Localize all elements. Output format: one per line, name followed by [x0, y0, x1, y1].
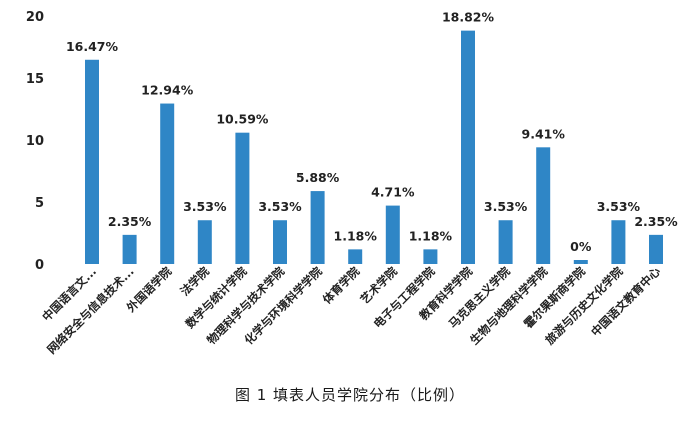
bar: [536, 147, 551, 264]
bar: [423, 249, 438, 264]
y-tick-label: 0: [35, 258, 44, 273]
y-tick-label: 10: [26, 134, 44, 149]
data-label: 3.53%: [484, 199, 528, 214]
data-label: 2.35%: [634, 214, 678, 229]
bar: [273, 220, 287, 264]
bar: [573, 260, 588, 264]
y-tick-label: 20: [26, 10, 44, 25]
bar: [197, 220, 212, 264]
data-label: 5.88%: [296, 170, 340, 185]
data-label: 3.53%: [597, 199, 641, 214]
y-axis: 0 5 10 15 20: [26, 10, 44, 273]
bar: [348, 249, 363, 264]
data-label: 18.82%: [442, 10, 495, 25]
data-label: 0%: [570, 239, 592, 254]
bar: [85, 59, 99, 264]
data-label: 12.94%: [141, 83, 194, 98]
bar: [160, 103, 175, 264]
data-label: 1.18%: [409, 228, 453, 243]
bar: [122, 234, 137, 264]
bar-chart: 0 5 10 15 20 16.47% 2.35% 12.94% 3.53% 10.59% 3.5…: [26, 10, 678, 357]
data-label: 9.41%: [522, 126, 566, 141]
data-label: 10.59%: [216, 112, 269, 127]
bars: [85, 30, 663, 264]
bar: [310, 191, 325, 264]
x-axis-labels: 中国语言文...网络安全与信息技术...外国语学院 法学院数学与统计学院物理科学与…: [39, 264, 663, 357]
data-label: 2.35%: [108, 214, 152, 229]
y-tick-label: 15: [26, 72, 44, 87]
figure-caption: 图 1 填表人员学院分布（比例）: [234, 386, 466, 404]
x-tick-label: 法学院: [178, 264, 213, 299]
bar: [611, 220, 626, 264]
data-label: 3.53%: [258, 199, 302, 214]
bar: [461, 30, 475, 264]
bar: [498, 220, 513, 264]
bar: [649, 234, 663, 264]
data-label: 3.53%: [183, 199, 227, 214]
y-tick-label: 5: [35, 196, 44, 211]
data-label: 16.47%: [66, 39, 119, 54]
data-labels: 16.47% 2.35% 12.94% 3.53% 10.59% 3.53% 5.88% 1.…: [66, 10, 678, 254]
x-tick-label: 体育学院: [320, 264, 363, 307]
x-tick-label: 中国语文教育中心: [588, 264, 663, 339]
data-label: 1.18%: [334, 228, 378, 243]
data-label: 4.71%: [371, 185, 415, 200]
bar: [385, 205, 400, 264]
bar: [235, 132, 250, 264]
